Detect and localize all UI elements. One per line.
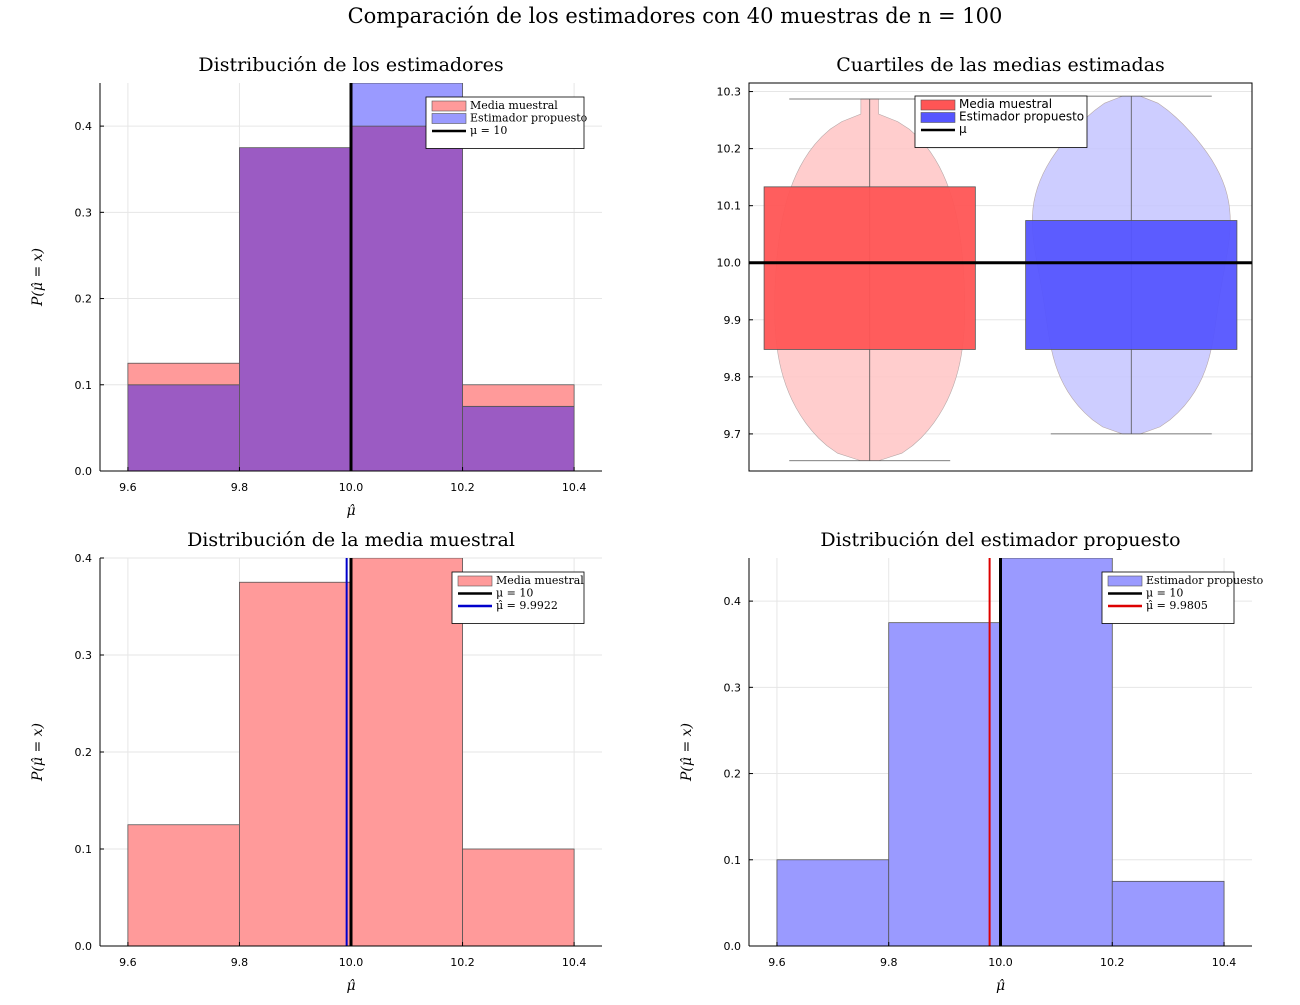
histogram-bar [462, 848, 575, 946]
x-tick-label: 9.8 [880, 956, 898, 969]
histogram-bar [350, 558, 463, 946]
y-tick-label: 10.2 [717, 143, 742, 156]
x-tick-label: 10.2 [1100, 956, 1125, 969]
y-tick-label: 10.0 [717, 257, 742, 270]
figure-suptitle: Comparación de los estimadores con 40 mu… [348, 4, 1003, 28]
legend-swatch [920, 99, 956, 111]
y-tick-label: 0.2 [75, 746, 93, 759]
histogram-bar-overlap [127, 384, 240, 471]
box-quartiles-2 [1025, 220, 1238, 350]
x-tick-label: 9.8 [231, 481, 249, 494]
plot-area [749, 95, 1252, 462]
y-tick-label: 0.4 [724, 595, 742, 608]
y-axis-label: P(μ̂ = x) [679, 723, 695, 782]
histogram-bar [1000, 558, 1113, 946]
legend-label: μ [959, 122, 967, 136]
x-tick-label: 9.6 [119, 956, 137, 969]
x-tick-label: 10.0 [988, 956, 1013, 969]
legend-label: Estimador propuesto [959, 110, 1084, 124]
y-tick-label: 0.1 [724, 854, 742, 867]
x-tick-label: 10.2 [450, 956, 475, 969]
x-tick-label: 10.4 [1212, 956, 1237, 969]
legend-label: μ = 10 [1146, 587, 1183, 600]
histogram-bar-excess [127, 362, 240, 386]
legend-label: μ = 10 [496, 587, 533, 600]
legend-label: μ̂ = 9.9805 [1146, 599, 1208, 612]
chart-panel-2: Cuartiles de las medias estimadas 9.7 9.8 9… [717, 54, 1253, 472]
y-tick-label: 9.7 [724, 428, 742, 441]
chart-panel-3: Distribución de la media muestral 0.0 0.1 0… [30, 529, 602, 994]
legend-label: μ = 10 [470, 124, 507, 137]
plot-area [127, 558, 575, 946]
y-tick-label: 0.3 [724, 681, 742, 694]
chart-title: Distribución de la media muestral [187, 529, 515, 551]
x-tick-label: 10.2 [450, 481, 475, 494]
x-tick-label: 9.6 [119, 481, 137, 494]
histogram-bar [1111, 880, 1225, 946]
legend-swatch [431, 100, 467, 112]
y-axis-label: P(μ̂ = x) [30, 723, 46, 782]
axes-frame [748, 82, 1253, 472]
x-tick-label: 10.4 [562, 481, 587, 494]
legend-label: μ̂ = 9.9922 [496, 599, 558, 612]
y-tick-label: 0.4 [75, 120, 93, 133]
y-axis-label: P(μ̂ = x) [30, 248, 46, 307]
x-tick-label: 10.4 [562, 956, 587, 969]
y-tick-label: 0.4 [75, 552, 93, 565]
chart-title: Distribución del estimador propuesto [820, 529, 1180, 551]
plot-area [127, 83, 575, 471]
chart-panel-4: Distribución del estimador propuesto 0.0 0… [679, 529, 1264, 994]
legend-swatch [431, 113, 467, 124]
histogram-bar [127, 824, 240, 946]
legend-label: Media muestral [496, 574, 584, 587]
y-tick-label: 0.0 [75, 465, 93, 478]
legend-swatch [457, 575, 493, 587]
y-tick-label: 9.9 [724, 314, 742, 327]
chart-title: Cuartiles de las medias estimadas [836, 54, 1165, 76]
x-tick-label: 10.0 [339, 956, 364, 969]
box-quartiles-1 [763, 186, 976, 350]
legend-swatch [1107, 575, 1143, 587]
y-tick-label: 0.2 [75, 293, 93, 306]
y-tick-label: 0.1 [75, 379, 93, 392]
x-tick-label: 9.8 [231, 956, 249, 969]
legend-label: Media muestral [959, 97, 1052, 111]
chart-title: Distribución de los estimadores [198, 54, 503, 76]
legend-label: Media muestral [470, 99, 558, 112]
histogram-bar [239, 581, 352, 946]
y-tick-label: 0.3 [75, 649, 93, 662]
histogram-bar-overlap [350, 125, 463, 471]
legend-label: Estimador propuesto [470, 112, 588, 125]
histogram-bar-overlap [462, 405, 575, 471]
y-tick-label: 0.3 [75, 206, 93, 219]
y-tick-label: 10.1 [717, 200, 742, 213]
histogram-bar-excess [462, 384, 575, 407]
y-tick-label: 0.2 [724, 768, 742, 781]
histogram-bar [776, 859, 890, 946]
histogram-bar [888, 622, 1001, 946]
y-tick-label: 10.3 [717, 86, 742, 99]
plot-area [776, 558, 1225, 946]
chart-panel-1: Distribución de los estimadores 0.0 0.1 0.2… [30, 54, 602, 519]
x-tick-label: 10.0 [339, 481, 364, 494]
y-tick-label: 9.8 [724, 371, 742, 384]
x-tick-label: 9.6 [768, 956, 786, 969]
y-tick-label: 0.1 [75, 843, 93, 856]
y-tick-label: 0.0 [724, 940, 742, 953]
x-axis-label: μ̂ [346, 503, 355, 519]
y-tick-label: 0.0 [75, 940, 93, 953]
histogram-bar-overlap [239, 147, 352, 471]
legend-label: Estimador propuesto [1146, 574, 1264, 587]
x-axis-label: μ̂ [346, 978, 355, 994]
legend-swatch [920, 112, 956, 123]
x-axis-label: μ̂ [996, 978, 1005, 994]
